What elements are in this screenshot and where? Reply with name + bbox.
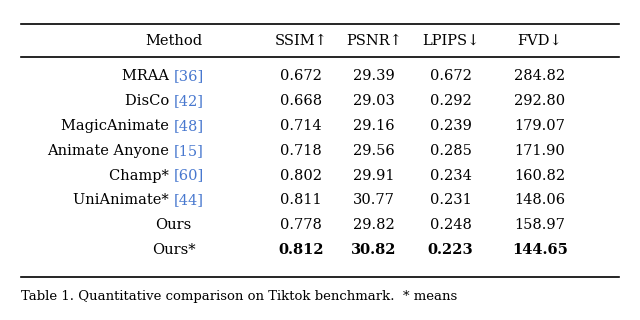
Text: 148.06: 148.06 xyxy=(515,193,565,207)
Text: SSIM↑: SSIM↑ xyxy=(275,34,327,48)
Text: 158.97: 158.97 xyxy=(515,218,565,232)
Text: Method: Method xyxy=(145,34,202,48)
Text: 29.16: 29.16 xyxy=(353,119,395,133)
Text: 29.03: 29.03 xyxy=(353,94,395,108)
Text: 29.91: 29.91 xyxy=(353,169,395,183)
Text: FVD↓: FVD↓ xyxy=(518,34,562,48)
Text: 0.714: 0.714 xyxy=(280,119,322,133)
Text: [36]: [36] xyxy=(173,69,204,84)
Text: 179.07: 179.07 xyxy=(515,119,565,133)
Text: 160.82: 160.82 xyxy=(515,169,565,183)
Text: 29.56: 29.56 xyxy=(353,144,395,158)
Text: 0.234: 0.234 xyxy=(429,169,472,183)
Text: LPIPS↓: LPIPS↓ xyxy=(422,34,479,48)
Text: 0.292: 0.292 xyxy=(429,94,472,108)
Text: 0.223: 0.223 xyxy=(428,243,474,257)
Text: 0.239: 0.239 xyxy=(429,119,472,133)
Text: [15]: [15] xyxy=(173,144,204,158)
Text: 30.77: 30.77 xyxy=(353,193,395,207)
Text: 30.82: 30.82 xyxy=(351,243,397,257)
Text: UniAnimate*: UniAnimate* xyxy=(73,193,173,207)
Text: 29.39: 29.39 xyxy=(353,69,395,84)
Text: MagicAnimate: MagicAnimate xyxy=(61,119,173,133)
Text: Animate Anyone: Animate Anyone xyxy=(47,144,173,158)
Text: 171.90: 171.90 xyxy=(515,144,565,158)
Text: Table 1. Quantitative comparison on Tiktok benchmark.  * means: Table 1. Quantitative comparison on Tikt… xyxy=(20,290,457,303)
Text: 0.811: 0.811 xyxy=(280,193,322,207)
Text: 0.668: 0.668 xyxy=(280,94,322,108)
Text: 144.65: 144.65 xyxy=(512,243,568,257)
Text: [42]: [42] xyxy=(173,94,204,108)
Text: 0.285: 0.285 xyxy=(429,144,472,158)
Text: MRAA: MRAA xyxy=(122,69,173,84)
Text: PSNR↑: PSNR↑ xyxy=(346,34,402,48)
Text: [60]: [60] xyxy=(173,169,204,183)
Text: Ours: Ours xyxy=(156,218,191,232)
Text: 0.812: 0.812 xyxy=(278,243,324,257)
Text: 0.672: 0.672 xyxy=(280,69,322,84)
Text: 0.802: 0.802 xyxy=(280,169,322,183)
Text: 292.80: 292.80 xyxy=(515,94,565,108)
Text: [48]: [48] xyxy=(173,119,204,133)
Text: 0.672: 0.672 xyxy=(429,69,472,84)
Text: Ours*: Ours* xyxy=(152,243,195,257)
Text: 0.248: 0.248 xyxy=(429,218,472,232)
Text: 284.82: 284.82 xyxy=(515,69,565,84)
Text: [44]: [44] xyxy=(173,193,204,207)
Text: 0.231: 0.231 xyxy=(429,193,472,207)
Text: 0.778: 0.778 xyxy=(280,218,322,232)
Text: DisCo: DisCo xyxy=(125,94,173,108)
Text: Champ*: Champ* xyxy=(109,169,173,183)
Text: 29.82: 29.82 xyxy=(353,218,395,232)
Text: 0.718: 0.718 xyxy=(280,144,322,158)
